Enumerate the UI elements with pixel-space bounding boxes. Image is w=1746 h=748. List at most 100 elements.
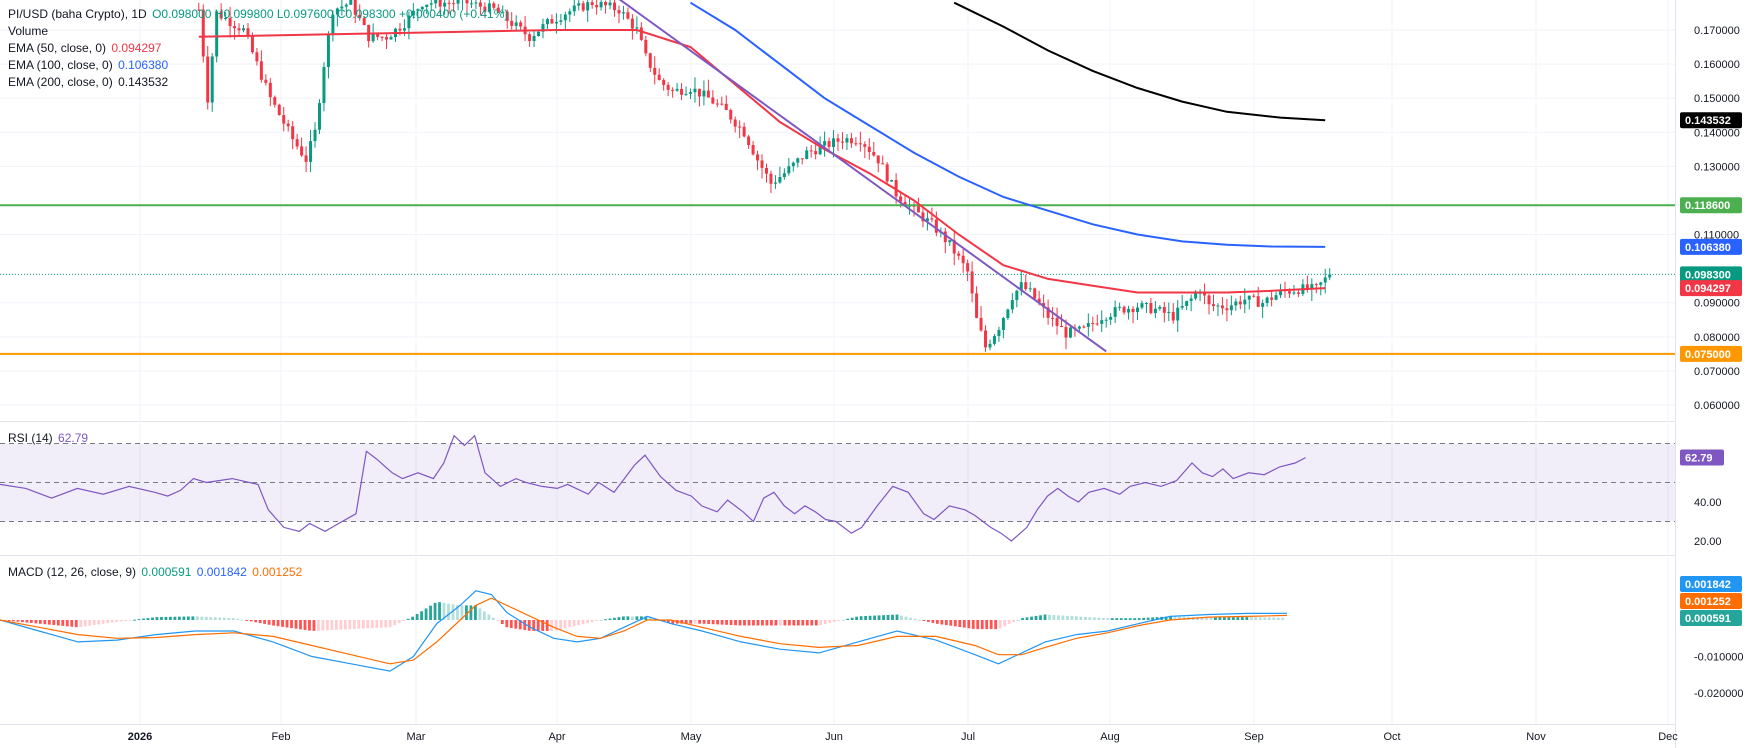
candle-body: [340, 6, 344, 9]
symbol-title[interactable]: PI/USD (baha Crypto), 1D: [8, 7, 147, 21]
macd-value-tag: [1680, 576, 1742, 592]
macd-histogram-bar: [1106, 618, 1110, 620]
candle-body: [380, 36, 384, 38]
candle-body: [666, 84, 670, 90]
macd-histogram-bar: [263, 620, 267, 624]
price-tag-label: 0.094297: [1685, 283, 1731, 295]
macd-value-tag-label: 0.001842: [1685, 579, 1731, 591]
candle-body: [264, 79, 268, 83]
macd-histogram-bar: [164, 616, 168, 620]
macd-histogram-bar: [7, 620, 11, 621]
macd-histogram-bar: [1075, 616, 1078, 620]
macd-histogram-bar: [559, 620, 563, 630]
candle-body: [849, 138, 853, 144]
candle-body: [1194, 293, 1198, 299]
volume-label[interactable]: Volume: [8, 24, 49, 38]
candle-body: [447, 2, 451, 4]
macd-histogram-bar: [985, 620, 989, 630]
candle-body: [657, 74, 661, 80]
candle-body: [921, 212, 925, 222]
candle-body: [899, 196, 903, 202]
macd-histogram-bar: [725, 620, 728, 625]
macd-histogram-bar: [868, 615, 872, 620]
ema200-legend[interactable]: EMA (200, close, 0) 0.143532: [8, 74, 510, 91]
candle-body: [402, 28, 406, 31]
macd-histogram-bar: [326, 620, 329, 631]
macd-histogram-bar: [967, 620, 971, 629]
macd-histogram-bar: [254, 620, 258, 623]
candle-body: [1328, 274, 1332, 278]
macd-histogram-bar: [693, 620, 697, 624]
price-tag-label: 0.098300: [1685, 269, 1731, 281]
macd-histogram-bar: [680, 620, 684, 624]
macd-histogram-bar: [115, 620, 119, 622]
price-axis[interactable]: 0.170000 0.160000 0.150000 0.140000 0.130000…: [1694, 25, 1740, 412]
macd-histogram-bar: [16, 620, 20, 622]
macd-histogram-bar: [424, 608, 428, 620]
macd-histogram-bar: [1245, 617, 1249, 620]
macd-histogram-bar: [581, 620, 585, 625]
candle-body: [1265, 297, 1269, 304]
macd-histogram-bar: [1088, 617, 1092, 620]
candle-body: [514, 22, 518, 26]
macd-legend[interactable]: MACD (12, 26, close, 9) 0.000591 0.00184…: [8, 564, 304, 581]
macd-histogram-bar: [523, 620, 527, 631]
candle-body: [492, 3, 496, 8]
macd-histogram-bar: [505, 620, 509, 628]
macd-histogram-bar: [810, 620, 814, 626]
candle-body: [742, 126, 746, 137]
macd-histogram-bar: [778, 620, 782, 626]
macd-histogram-bar: [1209, 617, 1213, 620]
ema100-legend[interactable]: EMA (100, close, 0) 0.106380: [8, 57, 510, 74]
macd-histogram-bar: [272, 620, 275, 626]
macd-histogram-bar: [702, 620, 706, 624]
macd-histogram-bar: [388, 620, 392, 628]
candle-body: [219, 11, 223, 19]
candle-body: [1274, 295, 1278, 300]
macd-histogram-bar: [227, 617, 231, 620]
candle-body: [563, 14, 567, 21]
candle-body: [747, 136, 751, 146]
candle-body: [867, 146, 871, 152]
macd-histogram-bar: [635, 616, 639, 620]
macd-histogram-bar: [1267, 617, 1271, 620]
candle-body: [818, 145, 822, 155]
macd-histogram-bar: [846, 618, 850, 620]
candle-body: [885, 164, 889, 182]
candle-body: [519, 22, 523, 27]
macd-histogram-bar: [684, 620, 688, 624]
time-tick-label: Aug: [1100, 731, 1120, 743]
macd-histogram-bar: [958, 620, 962, 627]
macd-hist-value: 0.001252: [252, 565, 303, 579]
macd-histogram-bar: [886, 614, 890, 620]
rsi-legend[interactable]: RSI (14) 62.79: [8, 430, 90, 447]
macd-value-tag-label: 0.000591: [1685, 613, 1731, 625]
candle-body: [836, 138, 840, 142]
candle-body: [613, 2, 617, 11]
time-axis[interactable]: 2026 Feb Mar Apr May Jun Jul Aug Sep Oct Nov Dec: [128, 731, 1679, 743]
candle-body: [943, 231, 947, 243]
candle-body: [724, 103, 728, 110]
macd-histogram-bar: [1200, 617, 1204, 620]
macd-histogram-bar: [415, 614, 419, 620]
macd-histogram-bar: [173, 616, 177, 620]
trendline-group[interactable]: [610, 0, 1107, 353]
macd-histogram-bar: [877, 615, 881, 620]
trendline[interactable]: [610, 0, 1107, 353]
macd-histogram-bar: [1016, 619, 1020, 621]
candle-body: [930, 218, 934, 220]
macd-histogram-bar: [662, 620, 666, 622]
macd-histogram-bar: [518, 620, 522, 630]
candle-body: [197, 9, 201, 11]
macd-histogram-bar: [747, 620, 751, 626]
macd-histogram-bar: [1146, 617, 1150, 620]
macd-histogram-bar: [249, 620, 253, 622]
candle-body: [608, 2, 612, 6]
macd-histogram-bar: [796, 620, 800, 626]
macd-tick-label: -0.020000: [1694, 688, 1744, 700]
candle-body: [1068, 327, 1072, 338]
macd-histogram-bar: [245, 620, 249, 621]
ema50-legend[interactable]: EMA (50, close, 0) 0.094297: [8, 40, 510, 57]
macd-histogram-bar: [124, 620, 127, 621]
